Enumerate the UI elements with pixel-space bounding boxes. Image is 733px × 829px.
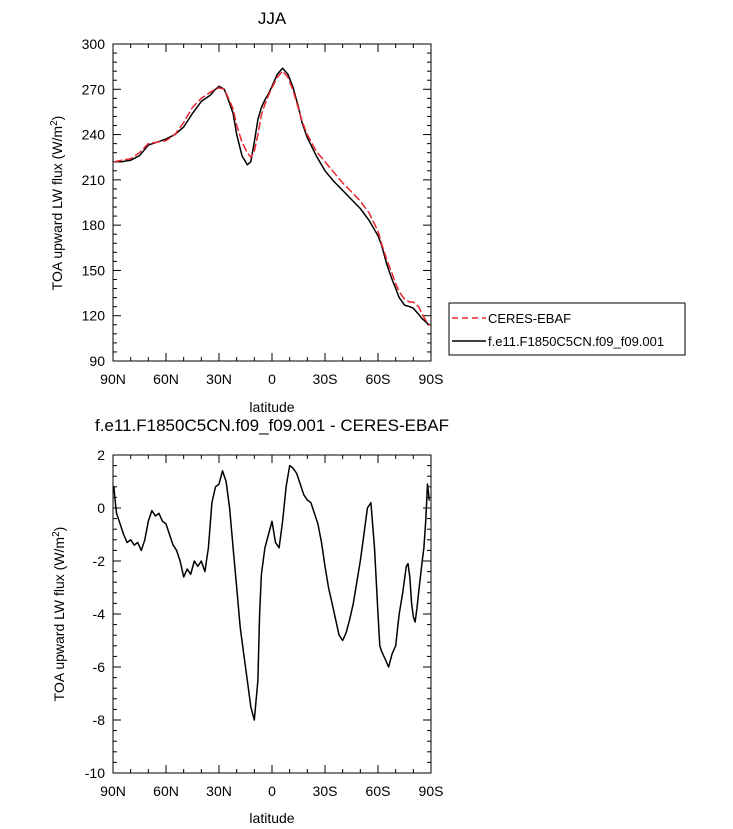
bottom-axes: 90N 60N 30N 0 30S 60S 90S -10 -8 -6 -4 -2 0 2	[85, 447, 444, 799]
bottom-y-tick-label: 2	[97, 447, 105, 463]
bottom-x-axis-label: latitude	[249, 810, 294, 826]
bottom-y-tick-label: -4	[93, 606, 106, 622]
top-series-line-1	[114, 67, 430, 326]
top-x-axis-label: latitude	[249, 399, 294, 415]
top-axes: 90N 60N 30N 0 30S 60S 90S 90 120 150 180 210 240 270 3…	[82, 36, 444, 387]
top-series	[114, 67, 430, 326]
bottom-y-tick-label: -8	[93, 712, 106, 728]
top-y-tick-label: 90	[89, 353, 105, 369]
bottom-x-tick-label: 30N	[206, 783, 232, 799]
legend-label-model: f.e11.F1850C5CN.f09_f09.001	[488, 334, 664, 349]
top-y-tick-label: 120	[82, 308, 106, 324]
bottom-y-tick-label: -10	[85, 765, 105, 781]
top-x-tick-label: 0	[268, 371, 276, 387]
top-series-line-0	[114, 70, 430, 326]
legend-box	[448, 302, 686, 356]
top-x-tick-label: 90S	[419, 371, 444, 387]
top-x-tick-label: 30S	[313, 371, 338, 387]
legend: CERES-EBAF f.e11.F1850C5CN.f09_f09.001	[448, 302, 686, 356]
bottom-x-tick-label: 60N	[153, 783, 179, 799]
top-x-tick-label: 90N	[100, 371, 126, 387]
top-y-tick-label: 270	[82, 81, 106, 97]
bottom-y-tick-label: -2	[93, 553, 106, 569]
bottom-x-tick-label: 90N	[100, 783, 126, 799]
top-y-tick-label: 180	[82, 217, 106, 233]
bottom-x-tick-label: 0	[268, 783, 276, 799]
top-y-tick-label: 150	[82, 262, 106, 278]
bottom-x-tick-label: 30S	[313, 783, 338, 799]
top-y-tick-label: 300	[82, 36, 106, 52]
top-x-tick-label: 60S	[366, 371, 391, 387]
bottom-y-tick-label: -6	[93, 659, 106, 675]
top-panel: JJA 90N 60N 30N 0 30S 60S 90S 90 120 150 180 210 240…	[49, 9, 686, 415]
bottom-plot-frame	[112, 454, 432, 774]
bottom-panel: f.e11.F1850C5CN.f09_f09.001 - CERES-EBAF…	[51, 416, 449, 826]
top-chart-title: JJA	[258, 9, 287, 28]
top-y-tick-label: 210	[82, 172, 106, 188]
top-y-axis-label: TOA upward LW flux (W/m2)	[49, 116, 65, 291]
top-y-tick-label: 240	[82, 127, 106, 143]
bottom-y-tick-label: 0	[97, 500, 105, 516]
top-plot-frame	[112, 43, 432, 362]
bottom-x-tick-label: 60S	[366, 783, 391, 799]
bottom-x-tick-label: 90S	[419, 783, 444, 799]
bottom-chart-title: f.e11.F1850C5CN.f09_f09.001 - CERES-EBAF	[95, 416, 449, 435]
bottom-series-line-0	[113, 464, 430, 721]
top-x-tick-label: 30N	[206, 371, 232, 387]
bottom-y-axis-label: TOA upward LW flux (W/m2)	[51, 527, 67, 702]
bottom-series	[113, 464, 430, 721]
top-x-tick-label: 60N	[153, 371, 179, 387]
legend-label-ceres: CERES-EBAF	[488, 311, 571, 326]
